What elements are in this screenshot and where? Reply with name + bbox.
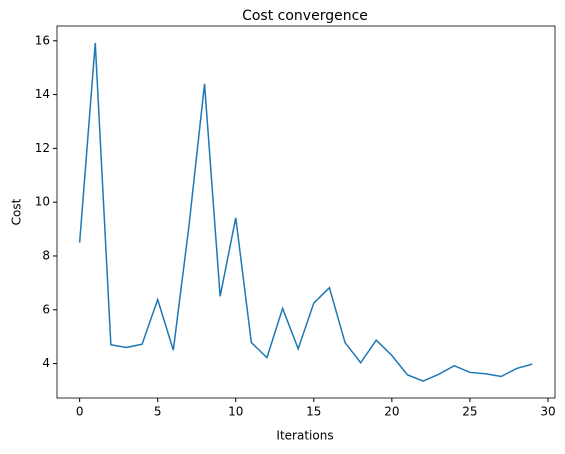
x-tick-label: 25 [462,405,477,419]
y-axis-label: Cost [10,198,24,225]
x-tick-label: 15 [306,405,321,419]
y-tick-label: 8 [42,248,50,262]
x-tick-label: 0 [76,405,84,419]
y-tick-label: 6 [42,302,50,316]
y-tick-label: 14 [35,87,50,101]
x-tick-label: 20 [384,405,399,419]
x-tick-label: 10 [228,405,243,419]
x-tick-label: 5 [154,405,162,419]
y-tick-label: 4 [42,356,50,370]
x-tick-label: 30 [540,405,555,419]
x-axis-label: Iterations [276,429,333,443]
y-tick-label: 12 [35,141,50,155]
y-tick-label: 10 [35,195,50,209]
y-tick-label: 16 [35,33,50,47]
plot-frame [56,25,556,399]
chart-title: Cost convergence [242,8,368,24]
data-line [78,42,533,382]
